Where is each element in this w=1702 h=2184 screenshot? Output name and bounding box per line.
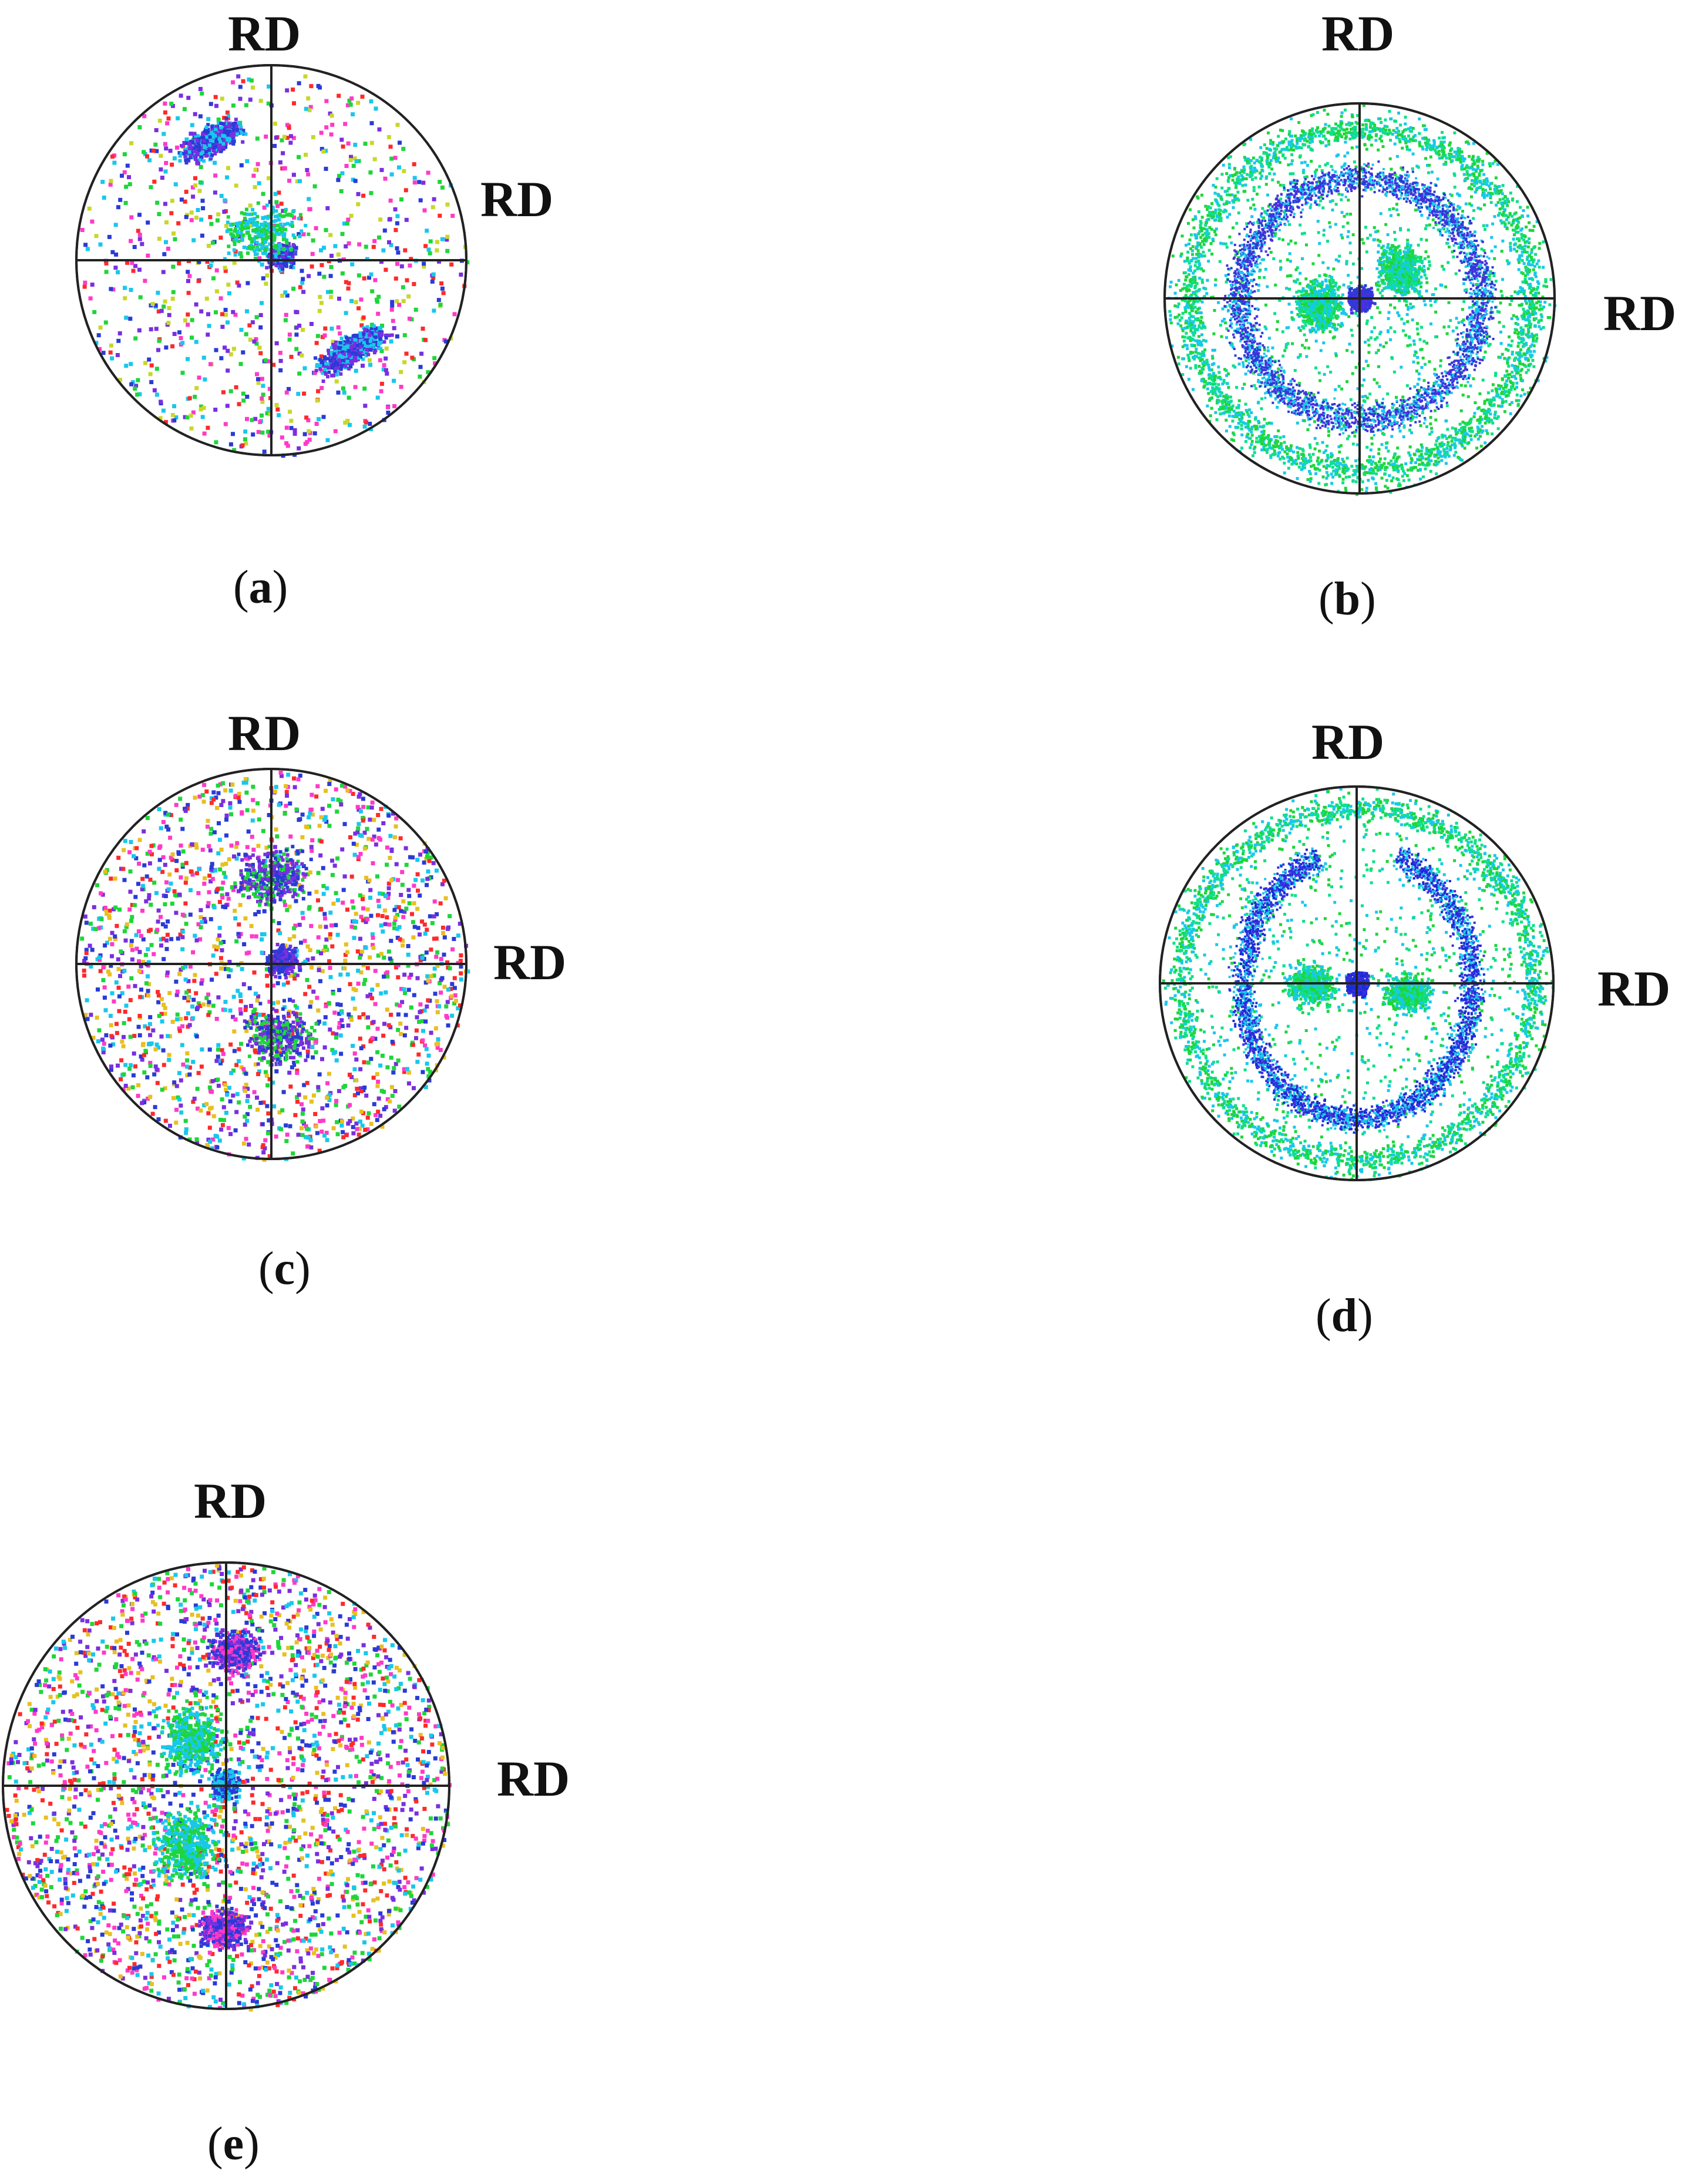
pole-figure-e-top-rd-label: RD xyxy=(194,1476,267,1526)
pole-figure-b-scatter xyxy=(1168,104,1557,496)
pole-figure-d-border xyxy=(1160,787,1553,1180)
pole-figure-d-top-rd-label: RD xyxy=(1311,717,1384,767)
caption-d-letter: d xyxy=(1331,1290,1358,1342)
pole-figure-a-scatter xyxy=(80,75,470,458)
pole-figure-c-top-rd-label: RD xyxy=(228,708,301,758)
pole-figure-b-border xyxy=(1165,103,1555,493)
pole-figure-a-right-rd-label: RD xyxy=(480,174,553,224)
pole-figure-e-right-rd-label: RD xyxy=(497,1753,570,1804)
caption-a: (a) xyxy=(233,564,288,611)
pole-figure-e-border xyxy=(3,1563,449,2009)
pole-figure-b-right-rd-label: RD xyxy=(1603,288,1676,338)
caption-c-letter: c xyxy=(274,1243,295,1295)
pole-figure-a-border xyxy=(76,65,466,455)
caption-c: (c) xyxy=(258,1245,311,1292)
pole-figure-b-outline xyxy=(1165,103,1555,493)
pole-figure-e-scatter xyxy=(5,1564,452,2012)
pole-figure-a-outline xyxy=(76,65,466,455)
caption-e-letter: e xyxy=(223,2118,244,2170)
pole-figure-d-scatter xyxy=(1162,788,1555,1181)
pole-figure-c-border xyxy=(76,769,466,1159)
pole-figure-c-scatter xyxy=(80,771,470,1162)
caption-e: (e) xyxy=(207,2121,260,2168)
pole-figure-d-right-rd-label: RD xyxy=(1597,963,1670,1014)
pole-figure-c-right-rd-label: RD xyxy=(493,937,566,987)
pole-figure-e-outline xyxy=(3,1563,449,2009)
pole-figure-b-top-rd-label: RD xyxy=(1321,8,1394,59)
pole-figure-a-top-rd-label: RD xyxy=(228,8,301,59)
caption-b-letter: b xyxy=(1334,573,1361,625)
caption-b: (b) xyxy=(1318,576,1376,623)
caption-d: (d) xyxy=(1316,1292,1373,1339)
pole-figure-d-outline xyxy=(1160,787,1553,1180)
caption-a-letter: a xyxy=(249,562,273,613)
pole-figure-c-outline xyxy=(76,769,466,1159)
